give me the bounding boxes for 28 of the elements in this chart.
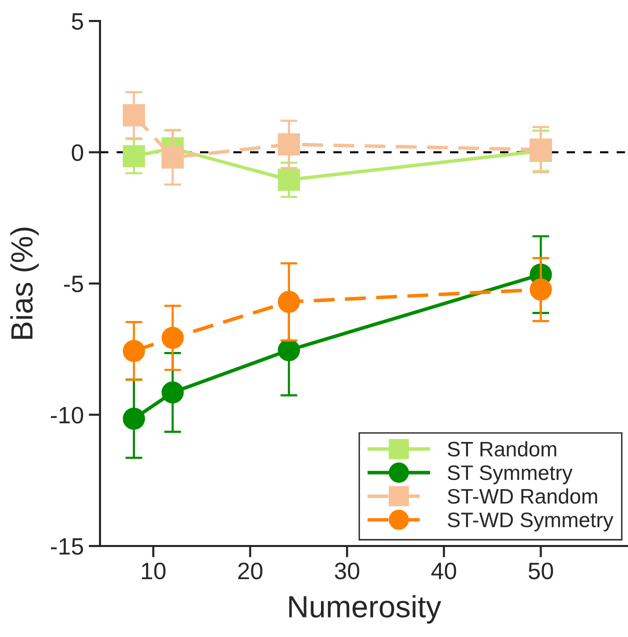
x-tick-label: 50 (528, 562, 554, 580)
point (122, 104, 146, 126)
x-tick-label: 40 (431, 562, 456, 580)
x-tick-label: 20 (238, 562, 262, 580)
point (122, 340, 146, 362)
point (278, 290, 300, 313)
y-tick-label: -10 (50, 406, 84, 424)
point (530, 278, 552, 301)
point (278, 168, 300, 191)
y-tick-label: -5 (64, 276, 84, 292)
legend-label: ST Symmetry (448, 465, 573, 484)
x-tick-label: 30 (334, 562, 360, 580)
point (122, 145, 146, 168)
point (162, 326, 184, 349)
legend-label: ST-WD Symmetry (448, 512, 614, 532)
point (162, 146, 184, 169)
point (122, 408, 146, 430)
y-tick-label: 0 (72, 144, 84, 162)
point (162, 381, 184, 404)
point (278, 339, 300, 362)
legend-label: ST-WD Random (448, 488, 598, 504)
x-axis-title: Numerosity (289, 595, 442, 624)
y-tick-label: 5 (72, 13, 84, 30)
y-axis-title: Bias (%) (10, 228, 39, 339)
legend-label: ST Random (448, 441, 556, 457)
y-tick-label: -15 (50, 538, 84, 555)
x-tick-label: 10 (142, 562, 166, 580)
point (278, 133, 300, 156)
